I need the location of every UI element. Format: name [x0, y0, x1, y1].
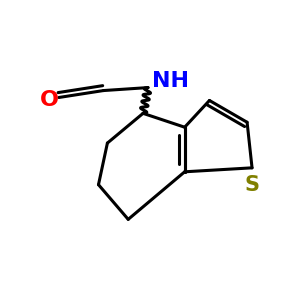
- Text: O: O: [39, 91, 58, 110]
- Text: S: S: [244, 175, 260, 195]
- Text: NH: NH: [152, 70, 189, 91]
